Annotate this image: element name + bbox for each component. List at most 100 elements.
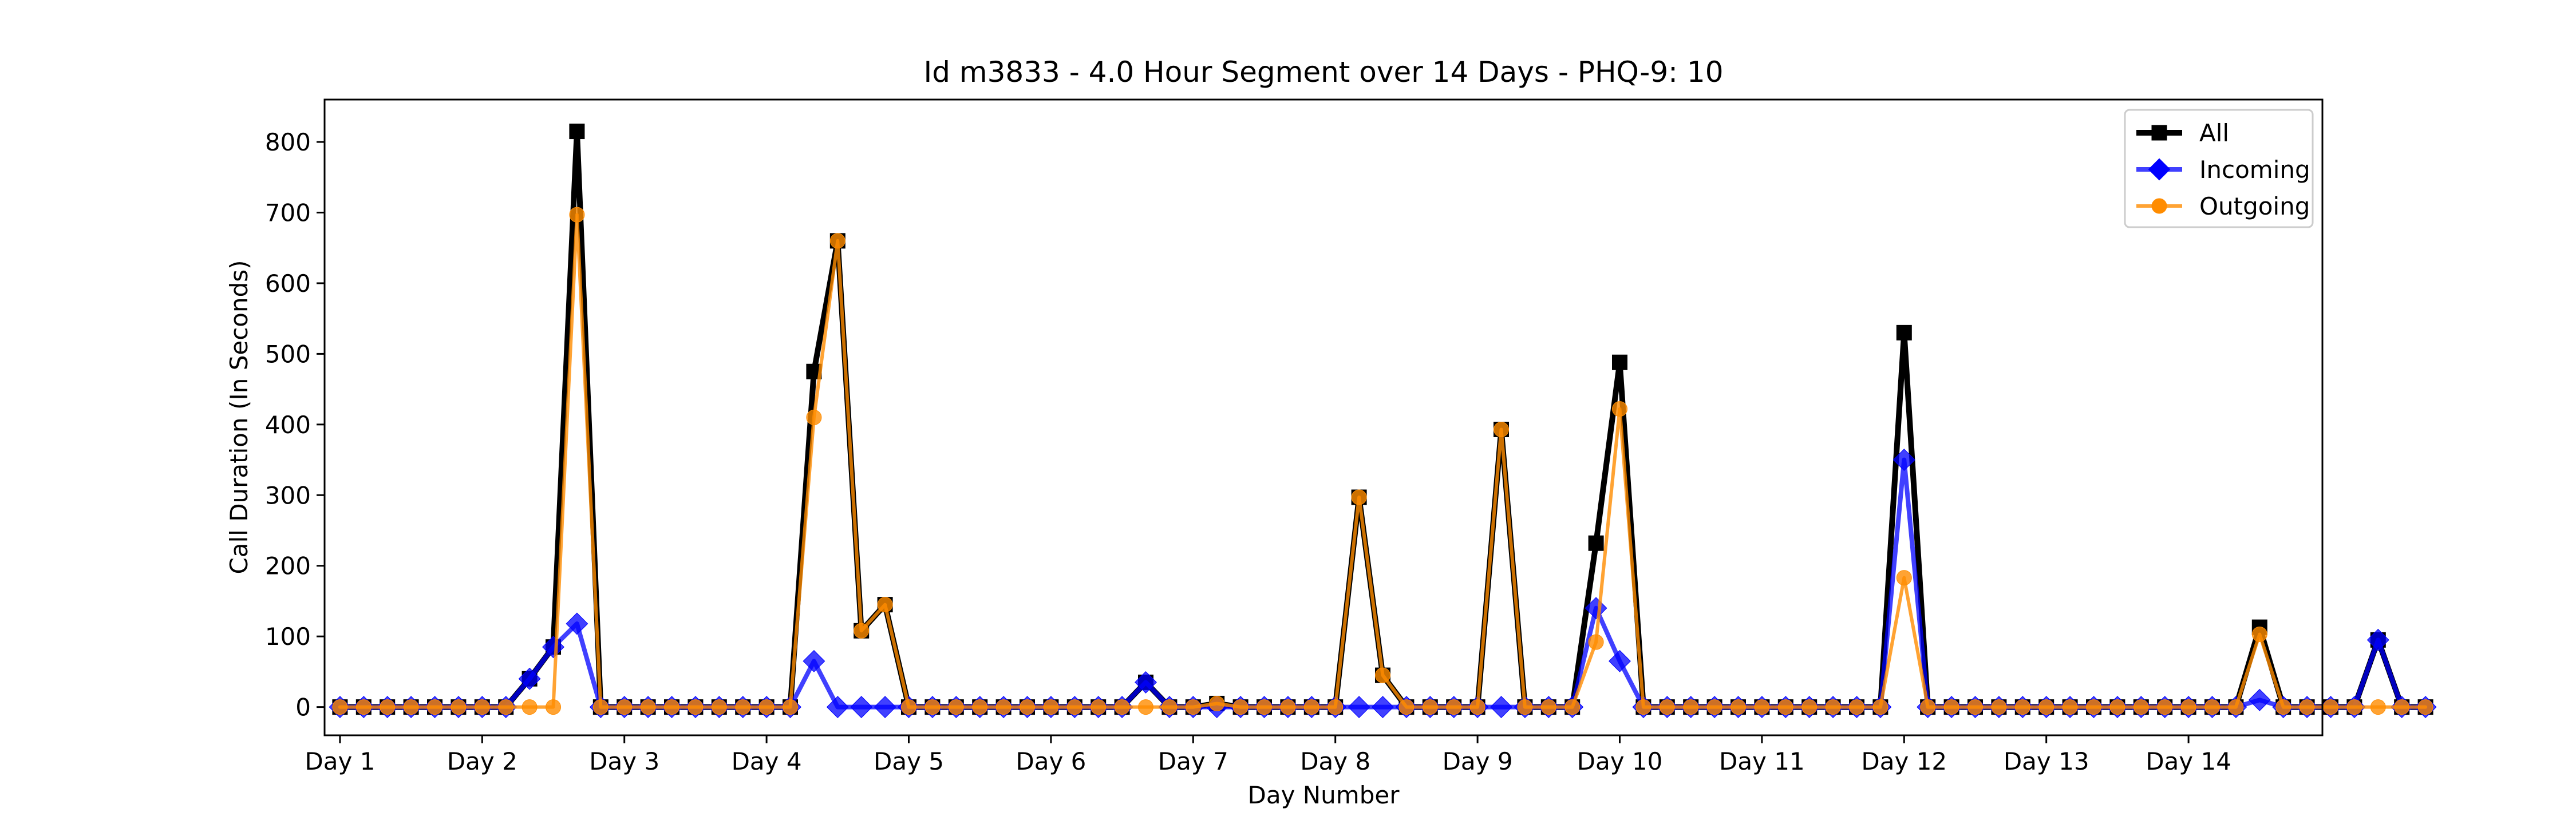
data-point-outgoing xyxy=(901,699,917,715)
data-point-outgoing xyxy=(1540,699,1556,715)
y-tick-label: 200 xyxy=(265,552,311,580)
data-point-outgoing xyxy=(2275,699,2291,715)
data-point-outgoing xyxy=(2085,699,2101,715)
legend: All Incoming Outgoing xyxy=(2124,109,2314,228)
data-point-outgoing xyxy=(1517,699,1533,715)
y-axis-label: Call Duration (In Seconds) xyxy=(225,260,253,574)
data-point-all xyxy=(1588,535,1604,551)
data-point-incoming xyxy=(850,696,873,719)
data-point-outgoing xyxy=(1564,699,1581,715)
legend-label: All xyxy=(2199,119,2229,147)
y-tick-label: 700 xyxy=(265,199,311,227)
data-point-outgoing xyxy=(1257,699,1273,715)
data-point-outgoing xyxy=(995,699,1012,715)
data-point-outgoing xyxy=(2180,699,2196,715)
x-tick-label: Day 5 xyxy=(874,747,944,775)
data-point-outgoing xyxy=(521,699,538,715)
data-point-outgoing xyxy=(1374,667,1390,683)
series-outgoing xyxy=(332,207,2433,715)
data-point-incoming xyxy=(803,649,825,672)
legend-marker xyxy=(2151,125,2167,141)
x-tick-label: Day 10 xyxy=(1577,747,1663,775)
data-point-outgoing xyxy=(1896,570,1912,586)
data-point-outgoing xyxy=(592,699,609,715)
data-point-outgoing xyxy=(1469,699,1485,715)
data-point-incoming xyxy=(826,696,849,719)
data-point-all xyxy=(1896,324,1912,340)
data-point-outgoing xyxy=(1091,699,1107,715)
data-point-outgoing xyxy=(2014,699,2030,715)
data-point-outgoing xyxy=(1777,699,1793,715)
data-point-outgoing xyxy=(2062,699,2078,715)
data-point-outgoing xyxy=(2133,699,2149,715)
data-point-outgoing xyxy=(355,699,372,715)
data-point-incoming xyxy=(1585,597,1607,620)
data-point-outgoing xyxy=(1991,699,2007,715)
data-point-outgoing xyxy=(1706,699,1722,715)
data-point-outgoing xyxy=(1683,699,1699,715)
data-point-outgoing xyxy=(1280,699,1296,715)
x-tick-label: Day 3 xyxy=(589,747,659,775)
data-point-outgoing xyxy=(332,699,348,715)
data-point-outgoing xyxy=(1043,699,1059,715)
data-point-outgoing xyxy=(1303,699,1319,715)
data-point-outgoing xyxy=(2299,699,2315,715)
legend-label: Incoming xyxy=(2199,156,2310,184)
y-tick-label: 800 xyxy=(265,128,311,156)
data-point-outgoing xyxy=(2157,699,2173,715)
data-point-incoming xyxy=(1372,696,1394,719)
data-point-outgoing xyxy=(806,410,822,425)
x-tick-label: Day 4 xyxy=(732,747,802,775)
data-point-outgoing xyxy=(2109,699,2125,715)
chart-title: Id m3833 - 4.0 Hour Segment over 14 Days… xyxy=(923,56,1723,89)
data-point-incoming xyxy=(1609,649,1631,672)
data-point-outgoing xyxy=(427,699,443,715)
x-axis-label: Day Number xyxy=(1247,781,1400,809)
data-point-outgoing xyxy=(1943,699,1959,715)
x-tick-label: Day 6 xyxy=(1016,747,1086,775)
x-tick-label: Day 9 xyxy=(1443,747,1513,775)
legend-box xyxy=(2124,109,2314,228)
data-point-incoming xyxy=(1348,696,1370,719)
legend-marker xyxy=(2148,158,2171,181)
data-point-outgoing xyxy=(403,699,419,715)
legend-entry-incoming: Incoming xyxy=(2136,156,2310,184)
data-point-outgoing xyxy=(1588,634,1604,650)
data-point-outgoing xyxy=(640,699,656,715)
x-tick-label: Day 8 xyxy=(1300,747,1370,775)
plot-area xyxy=(329,124,2437,719)
data-point-outgoing xyxy=(972,699,988,715)
data-point-outgoing xyxy=(546,699,562,715)
data-point-outgoing xyxy=(1066,699,1082,715)
data-point-outgoing xyxy=(783,699,799,715)
data-point-outgoing xyxy=(1611,401,1627,417)
data-point-incoming xyxy=(874,696,896,719)
data-point-incoming xyxy=(1893,449,1915,471)
y-tick-label: 0 xyxy=(295,694,311,722)
data-point-outgoing xyxy=(2204,699,2220,715)
data-point-outgoing xyxy=(2346,699,2362,715)
data-point-outgoing xyxy=(2370,699,2386,715)
data-point-outgoing xyxy=(877,597,893,613)
x-tick-label: Day 7 xyxy=(1158,747,1228,775)
x-tick-label: Day 2 xyxy=(447,747,517,775)
data-point-outgoing xyxy=(498,699,514,715)
data-point-outgoing xyxy=(1730,699,1746,715)
data-point-incoming xyxy=(518,667,541,690)
data-point-all xyxy=(1611,354,1627,370)
x-tick-label: Day 13 xyxy=(2004,747,2089,775)
data-point-outgoing xyxy=(924,699,941,715)
data-point-outgoing xyxy=(2417,699,2433,715)
data-point-outgoing xyxy=(1635,699,1652,715)
data-point-outgoing xyxy=(1161,699,1178,715)
legend-label: Outgoing xyxy=(2199,192,2310,220)
data-point-outgoing xyxy=(1398,699,1415,715)
x-tick-label: Day 12 xyxy=(1861,747,1947,775)
y-tick-label: 300 xyxy=(265,481,311,509)
axes-ticks: Day 1 Day 2 Day 3 Day 4 Day 5 Day 6 Day 7 Day 8… xyxy=(265,128,2231,775)
y-tick-label: 500 xyxy=(265,340,311,368)
data-point-outgoing xyxy=(688,699,704,715)
data-point-outgoing xyxy=(1754,699,1770,715)
x-tick-label: Day 1 xyxy=(305,747,375,775)
